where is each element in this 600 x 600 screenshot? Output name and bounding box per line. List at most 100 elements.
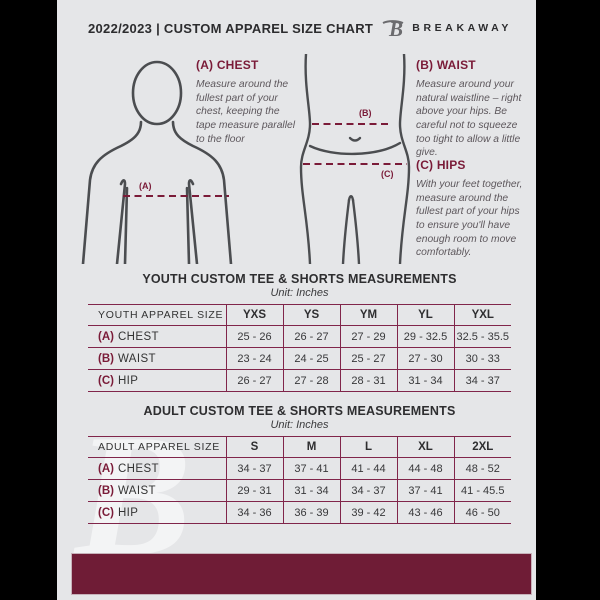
table-cell: 24 - 25 — [282, 347, 340, 370]
adult-table-title: ADULT CUSTOM TEE & SHORTS MEASUREMENTS — [143, 404, 456, 418]
breakaway-logo-icon: B — [382, 17, 404, 40]
footer-accent-bar — [71, 553, 532, 595]
waist-heading-name: WAIST — [436, 58, 476, 72]
table-cell: 25 - 27 — [339, 347, 397, 370]
table-cell: 41 - 44 — [339, 457, 397, 480]
row-label-prefix: (B) — [98, 352, 114, 365]
table-row: (C) HIP 34 - 36 36 - 39 39 - 42 43 - 46 4… — [88, 501, 511, 524]
table-row: (A) CHEST 25 - 26 26 - 27 27 - 29 29 - 32… — [88, 325, 511, 348]
table-cell: 25 - 26 — [225, 325, 283, 348]
brand-lockup: B BREAKAWAY — [381, 16, 512, 40]
adult-table-unit: Unit: Inches — [270, 419, 329, 431]
youth-table-header: YOUTH CUSTOM TEE & SHORTS MEASUREMENTS U… — [88, 272, 511, 299]
waist-instruction-text: Measure around your natural waistline – … — [416, 79, 522, 159]
column-header: YXS — [225, 304, 283, 326]
table-cell: 41 - 45.5 — [453, 479, 511, 502]
table-header-row: ADULT APPAREL SIZE S M L XL 2XL — [88, 436, 511, 458]
table-cell: 27 - 30 — [396, 347, 454, 370]
table-row: (B) WAIST 23 - 24 24 - 25 25 - 27 27 - 30… — [88, 347, 511, 370]
table-cell: 30 - 33 — [453, 347, 511, 370]
column-header: S — [225, 436, 283, 458]
table-cell: 48 - 52 — [453, 457, 511, 480]
logo-letter: B — [388, 17, 403, 40]
table-cell: 31 - 34 — [282, 479, 340, 502]
row-label-prefix: (C) — [98, 374, 114, 387]
table-cell: 32.5 - 35.5 — [453, 325, 511, 348]
table-cell: 37 - 41 — [282, 457, 340, 480]
youth-section: YOUTH CUSTOM TEE & SHORTS MEASUREMENTS U… — [57, 272, 536, 392]
column-header: 2XL — [453, 436, 511, 458]
waist-point-label: (B) — [359, 108, 372, 118]
youth-table-title: YOUTH CUSTOM TEE & SHORTS MEASUREMENTS — [142, 272, 457, 286]
table-cell: 27 - 28 — [282, 369, 340, 392]
table-header-row: YOUTH APPAREL SIZE YXS YS YM YL YXL — [88, 304, 511, 326]
row-label: (A) CHEST — [88, 325, 226, 348]
column-header: YXL — [453, 304, 511, 326]
table-cell: 39 - 42 — [339, 501, 397, 524]
column-header: ADULT APPAREL SIZE — [88, 436, 226, 458]
row-label-name: CHEST — [117, 462, 159, 475]
table-cell: 37 - 41 — [396, 479, 454, 502]
hips-point-label: (C) — [381, 169, 394, 179]
row-label: (A) CHEST — [88, 457, 226, 480]
column-header: XL — [396, 436, 454, 458]
chest-heading-id: (A) — [196, 58, 214, 72]
column-header: M — [282, 436, 340, 458]
brand-name: BREAKAWAY — [412, 22, 512, 34]
table-cell: 43 - 46 — [396, 501, 454, 524]
table-cell: 29 - 31 — [225, 479, 283, 502]
waist-heading-id: (B) — [416, 58, 434, 72]
youth-size-table: YOUTH APPAREL SIZE YXS YS YM YL YXL (A) C… — [88, 304, 511, 392]
chest-instruction-text: Measure around the fullest part of your … — [196, 79, 296, 145]
waist-instructions: (B) WAIST Measure around your natural wa… — [416, 58, 528, 160]
table-cell: 28 - 31 — [339, 369, 397, 392]
measurement-diagram: (A) (B) (C) (A) CHEST Measure around the… — [57, 54, 536, 266]
upper-body-figure: (A) — [81, 60, 233, 264]
hips-heading: (C) HIPS — [416, 158, 528, 172]
row-label-prefix: (A) — [98, 330, 114, 343]
table-cell: 44 - 48 — [396, 457, 454, 480]
hips-instructions: (C) HIPS With your feet together, measur… — [416, 158, 528, 260]
row-label: (B) WAIST — [88, 479, 226, 502]
row-label-prefix: (B) — [98, 484, 114, 497]
table-cell: 34 - 37 — [339, 479, 397, 502]
adult-table-header: ADULT CUSTOM TEE & SHORTS MEASUREMENTS U… — [88, 404, 511, 431]
table-cell: 34 - 36 — [225, 501, 283, 524]
table-cell: 29 - 32.5 — [396, 325, 454, 348]
column-header: YL — [396, 304, 454, 326]
row-label: (C) HIP — [88, 501, 226, 524]
row-label-name: HIP — [117, 506, 139, 519]
table-cell: 31 - 34 — [396, 369, 454, 392]
table-row: (B) WAIST 29 - 31 31 - 34 34 - 37 37 - 41… — [88, 479, 511, 502]
column-header: L — [339, 436, 397, 458]
table-cell: 23 - 24 — [225, 347, 283, 370]
row-label-prefix: (A) — [98, 462, 114, 475]
chest-heading: (A) CHEST — [196, 58, 302, 72]
table-cell: 36 - 39 — [282, 501, 340, 524]
table-row: (C) HIP 26 - 27 27 - 28 28 - 31 31 - 34 3… — [88, 369, 511, 392]
hips-heading-id: (C) — [416, 158, 434, 172]
table-cell: 46 - 50 — [453, 501, 511, 524]
chest-point-label: (A) — [139, 181, 152, 191]
document-header: 2022/2023 | CUSTOM APPAREL SIZE CHART B … — [57, 0, 536, 40]
chart-document: B 2022/2023 | CUSTOM APPAREL SIZE CHART … — [57, 0, 536, 600]
chest-instructions: (A) CHEST Measure around the fullest par… — [196, 58, 302, 146]
table-cell: 26 - 27 — [225, 369, 283, 392]
row-label-name: WAIST — [117, 484, 156, 497]
table-cell: 34 - 37 — [225, 457, 283, 480]
body-outline — [299, 54, 411, 264]
row-label-name: WAIST — [117, 352, 156, 365]
row-label-prefix: (C) — [98, 506, 114, 519]
row-label: (B) WAIST — [88, 347, 226, 370]
table-cell: 26 - 27 — [282, 325, 340, 348]
chest-heading-name: CHEST — [216, 58, 259, 72]
row-label-name: HIP — [117, 374, 139, 387]
table-cell: 34 - 37 — [453, 369, 511, 392]
lower-body-figure: (B) (C) — [299, 54, 411, 264]
body-outline — [81, 60, 233, 264]
column-header: YS — [282, 304, 340, 326]
row-label-name: CHEST — [117, 330, 159, 343]
row-label: (C) HIP — [88, 369, 226, 392]
waist-heading: (B) WAIST — [416, 58, 528, 72]
